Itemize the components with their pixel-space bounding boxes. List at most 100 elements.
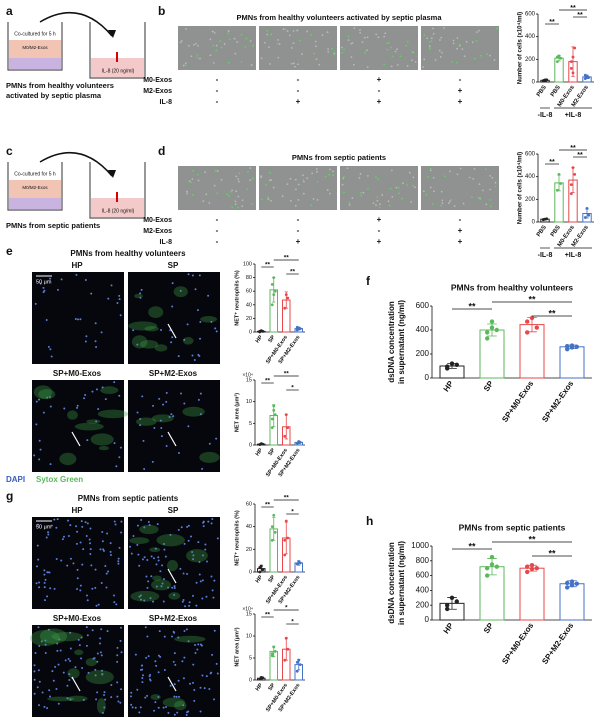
cell [297,183,300,186]
nucleus [202,525,205,528]
data-point [270,426,274,430]
nucleus [176,711,179,714]
row-sign: - [459,215,462,224]
panel-label: f [366,274,371,288]
arrow-head [108,30,116,38]
nucleus [47,533,50,536]
cell [292,62,295,65]
x-tick-label: SP [482,379,496,393]
y-axis-label: in supernatant (ng/ml) [397,300,406,384]
nucleus [47,571,50,574]
significance-label: ** [265,502,271,509]
nucleus [34,302,37,305]
cell [367,174,369,177]
cell [212,61,215,64]
significance-label: ** [549,159,555,166]
significance-label: ** [284,495,290,502]
cell [448,202,450,205]
nucleus [136,343,139,346]
y-tick-label: 5 [249,655,252,661]
pointer [71,676,81,692]
nucleus [101,531,104,534]
cell [343,175,345,178]
nucleus [36,686,39,689]
nucleus [182,572,185,575]
nucleus [143,526,146,529]
nucleus [199,413,202,416]
net [86,419,101,424]
nucleus [56,518,59,521]
cell [216,170,219,173]
nucleus [188,604,191,607]
cell [475,31,478,34]
net [182,406,205,417]
nucleus [194,652,197,655]
nucleus [54,665,57,668]
nucleus [49,587,52,590]
well-2 [89,22,146,79]
data-point [569,60,573,63]
nucleus [79,318,82,321]
cell [269,199,272,202]
cell [292,30,295,32]
cell [463,55,466,58]
row-sign: - [378,226,381,235]
nucleus [138,564,141,567]
cell [352,63,355,66]
nucleus [210,522,213,525]
nucleus [211,653,214,656]
significance-label: ** [577,152,583,159]
y-tick-label: 600 [416,571,430,580]
nucleus [165,391,168,394]
data-point [445,364,450,369]
cell [251,177,254,180]
cell [489,188,492,191]
nucleus [38,704,41,707]
cell [328,173,331,176]
data-point [284,293,288,296]
cell [489,174,492,177]
nucleus [199,710,202,713]
nucleus [110,684,113,687]
y-tick-label: 60 [246,289,252,295]
y-tick-label: 400 [525,174,536,180]
data-point [283,538,287,542]
nucleus [173,652,176,655]
nucleus [160,585,163,588]
cell [396,48,398,50]
nucleus [161,564,164,567]
cell [277,38,279,41]
y-tick-label: 0 [532,220,536,226]
net [98,445,109,451]
nucleus [139,594,142,597]
nucleus [74,318,77,321]
cell [219,40,222,43]
y-axis-label: Number of cells (x10⁴/ml) [518,12,524,84]
nucleus [177,355,180,358]
net [38,389,56,400]
cell [209,54,212,57]
cell [268,46,270,49]
cell [341,51,344,54]
nucleus [171,635,174,638]
data-point [272,276,276,279]
net [59,452,77,466]
nucleus [199,643,202,646]
data-point [543,78,547,82]
nucleus [129,545,132,548]
nucleus [162,600,165,603]
cell [411,59,413,62]
nucleus [113,381,116,384]
cell [211,30,214,33]
nucleus [90,292,93,295]
nucleus [131,706,134,709]
nucleus [94,586,97,589]
cell [288,34,291,37]
nucleus [49,695,52,698]
nucleus [178,695,181,698]
cell [402,182,404,185]
cell [449,200,452,203]
data-point [485,336,490,341]
data-point [529,315,535,321]
nucleus [95,345,98,348]
